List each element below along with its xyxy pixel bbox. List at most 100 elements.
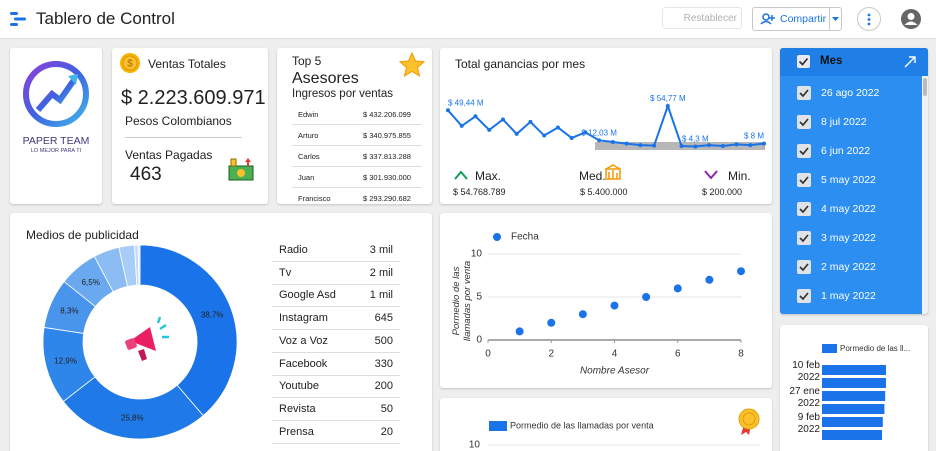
profit-label: $ 54,77 M bbox=[650, 94, 686, 103]
scroll-thumb[interactable] bbox=[923, 78, 927, 96]
slice-label: 12,9% bbox=[54, 356, 77, 365]
paid-count: 463 bbox=[130, 164, 162, 185]
media-count: 330 bbox=[374, 357, 393, 370]
more-button[interactable] bbox=[857, 7, 881, 31]
y-tick-label: 10 bbox=[471, 249, 483, 260]
filter-item[interactable]: 2 may 2022 bbox=[780, 256, 920, 278]
table-row: Prensa 20 bbox=[272, 421, 400, 444]
media-count: 1 mil bbox=[369, 289, 393, 302]
donut-slice bbox=[139, 244, 238, 417]
x-tick-label: 6 bbox=[675, 349, 681, 360]
bar bbox=[822, 391, 886, 401]
profit-point bbox=[542, 133, 547, 138]
max-icon bbox=[454, 170, 468, 180]
x-tick-label: 0 bbox=[485, 349, 491, 360]
expand-icon[interactable] bbox=[904, 56, 916, 68]
y-tick-label: 0 bbox=[476, 335, 482, 346]
scatter-point bbox=[673, 284, 682, 293]
media-name: Tv bbox=[279, 266, 292, 279]
top5-caption: Ingresos por ventas bbox=[292, 88, 394, 100]
profit-title: Total ganancias por mes bbox=[455, 57, 586, 71]
checkbox bbox=[797, 202, 811, 216]
profit-point bbox=[693, 144, 698, 149]
profit-point bbox=[665, 104, 670, 108]
slice-label: 6,5% bbox=[82, 278, 100, 287]
bar bbox=[822, 430, 882, 440]
advisor-revenue: $ 337.813.288 bbox=[363, 152, 411, 161]
filter-header: Mes bbox=[780, 48, 928, 76]
reset-button[interactable]: Restablecer bbox=[662, 7, 742, 29]
filter-item[interactable]: 4 may 2022 bbox=[780, 198, 920, 220]
filter-label: 26 ago 2022 bbox=[821, 87, 880, 99]
scatter-point bbox=[705, 275, 714, 284]
media-table: Radio 3 mil Tv 2 mil Google Asd 1 mil Instagra… bbox=[272, 239, 400, 449]
table-row: Instagram 645 bbox=[272, 307, 400, 331]
checkbox bbox=[797, 144, 811, 158]
advisor-name: Francisco bbox=[298, 194, 331, 203]
advisor-revenue: $ 340.975.855 bbox=[363, 131, 411, 140]
category-label: 10 feb 2022 bbox=[792, 360, 820, 383]
logo-slogan: LO MEJOR PARA TI bbox=[30, 148, 82, 154]
avatar[interactable] bbox=[900, 8, 922, 30]
filter-item[interactable]: 6 jun 2022 bbox=[780, 140, 920, 162]
profit-point bbox=[528, 119, 533, 124]
profit-point bbox=[748, 143, 753, 148]
profit-point bbox=[555, 125, 560, 130]
x-tick-label: 4 bbox=[612, 349, 618, 360]
table-row: Francisco $ 293.290.682 bbox=[292, 187, 422, 204]
profit-point bbox=[624, 141, 629, 146]
select-all-checkbox[interactable] bbox=[797, 55, 810, 68]
filter-item[interactable]: 3 may 2022 bbox=[780, 227, 920, 249]
profit-point bbox=[446, 108, 450, 113]
share-button[interactable]: Compartir bbox=[752, 7, 842, 31]
min-label: Min. bbox=[728, 169, 751, 183]
top5-table: Edwin $ 432.206.099 Arturo $ 340.975.855 Car… bbox=[292, 103, 422, 203]
table-row: Facebook 330 bbox=[272, 353, 400, 376]
y-axis-title: Pormedio de las llamadas por venta bbox=[451, 260, 473, 342]
profit-line bbox=[447, 102, 765, 148]
table-row: Youtube 200 bbox=[272, 375, 400, 399]
checkbox bbox=[797, 115, 811, 129]
filter-item[interactable]: 1 may 2022 bbox=[780, 285, 920, 307]
month-filter: Mes 26 ago 2022 8 jul 2022 6 jun 2022 5 may… bbox=[780, 48, 928, 314]
x-tick-label: 8 bbox=[738, 349, 744, 360]
min-icon bbox=[704, 170, 718, 180]
media-count: 500 bbox=[374, 334, 393, 347]
media-count: 20 bbox=[380, 425, 393, 438]
app-title: Tablero de Control bbox=[36, 9, 175, 28]
filter-item[interactable]: 26 ago 2022 bbox=[780, 82, 920, 104]
filter-item[interactable]: 8 jul 2022 bbox=[780, 111, 920, 133]
table-row: Arturo $ 340.975.855 bbox=[292, 124, 422, 146]
check-icon bbox=[799, 89, 809, 98]
profit-point bbox=[734, 142, 739, 147]
media-card: Medios de publicidad 38,7% 25,8% 12,9% 8,3%… bbox=[10, 213, 432, 451]
med-icon bbox=[605, 164, 621, 180]
slice-label: 38,7% bbox=[201, 310, 224, 319]
slice-label: 8,3% bbox=[60, 306, 78, 315]
check-icon bbox=[799, 147, 809, 156]
filter-label: 6 jun 2022 bbox=[821, 145, 871, 157]
filter-label: 3 may 2022 bbox=[821, 232, 876, 244]
filter-title: Mes bbox=[820, 55, 843, 67]
app-icon bbox=[10, 12, 26, 26]
share-label: Compartir bbox=[780, 13, 827, 25]
profit-label: $ 4,3 M bbox=[682, 135, 709, 144]
media-title: Medios de publicidad bbox=[26, 228, 139, 242]
checkbox bbox=[797, 173, 811, 187]
advisor-name: Juan bbox=[298, 173, 315, 182]
med-value: $ 5.400.000 bbox=[580, 187, 628, 197]
checkbox bbox=[797, 86, 811, 100]
check-icon bbox=[799, 176, 809, 185]
filter-item[interactable]: 5 may 2022 bbox=[780, 169, 920, 191]
legend-label: Pormedio de las llamadas por venta bbox=[510, 420, 654, 430]
dropdown-icon bbox=[832, 17, 839, 21]
profit-point bbox=[473, 114, 478, 119]
logo-name: PAPER TEAM bbox=[22, 135, 90, 147]
media-name: Instagram bbox=[279, 312, 328, 325]
profit-point bbox=[610, 139, 615, 144]
calls-bar-chart: Pormedio de las llamadas por venta 10 bbox=[469, 420, 760, 451]
profit-card: Total ganancias por mes $ 49,44 M $ 12,03… bbox=[440, 48, 772, 204]
max-value: $ 54.768.789 bbox=[453, 187, 506, 197]
checkbox bbox=[797, 260, 811, 274]
top-bar: Tablero de Control Restablecer Compartir bbox=[0, 0, 936, 39]
